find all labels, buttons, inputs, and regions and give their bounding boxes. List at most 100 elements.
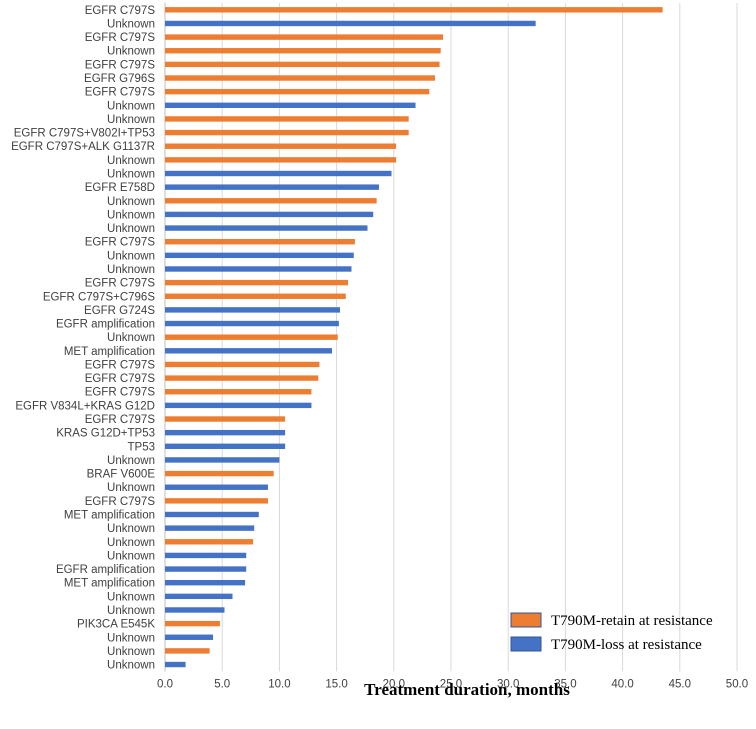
bar-retain [165,293,346,299]
category-label: Unknown [107,100,155,112]
bar-loss [165,20,536,27]
x-tick-label: 15.0 [325,678,347,690]
category-label: EGFR C797S [85,32,156,44]
x-tick-label: 35.0 [554,678,576,690]
bar-retain [165,416,286,422]
legend: T790M-retain at resistance T790M-loss at… [510,612,713,653]
category-label: Unknown [107,196,155,208]
bar-retain [165,129,409,136]
bar-retain [165,75,435,81]
category-label: EGFR C797S+C796S [43,291,156,303]
bar-retain [165,7,663,13]
bar-retain [165,143,397,149]
bar-retain [165,61,440,68]
category-label: EGFR C797S [85,59,156,71]
category-label: EGFR C797S [85,5,156,17]
bar-retain [165,34,443,40]
category-label: Unknown [107,46,155,58]
grid-lines [164,3,738,672]
category-label: MET amplification [64,346,155,358]
category-label: KRAS G12D+TP53 [56,428,155,440]
x-tick-label: 45.0 [669,678,691,690]
category-label: Unknown [107,591,155,603]
bar-loss [165,525,255,531]
bar-loss [165,402,312,409]
bar-loss [165,661,186,668]
bar-retain [165,157,397,163]
category-label: EGFR E758D [85,182,155,194]
bar-retain [165,116,409,122]
bar-retain [165,48,441,54]
category-label: EGFR C797S [85,359,156,371]
bar-loss [165,307,341,313]
category-label: Unknown [107,523,155,535]
category-label: BRAF V600E [87,469,156,481]
legend-label-retain: T790M-retain at resistance [551,613,713,629]
category-label: EGFR C797S+ALK G1137R [11,141,155,153]
category-label: EGFR C797S [85,278,156,290]
x-tick-label: 10.0 [268,678,290,690]
x-tick-label: 30.0 [497,678,519,690]
bar-retain [165,648,210,654]
category-label: EGFR C797S [85,373,156,385]
bar-loss [165,184,379,190]
legend-swatch-retain [510,612,542,628]
bar-loss [165,170,392,177]
bar-retain [165,279,349,286]
category-label: Unknown [107,250,155,262]
category-label: Unknown [107,18,155,30]
bar-loss [165,552,247,559]
category-label: Unknown [107,605,155,617]
x-tick-label: 0.0 [157,678,173,690]
category-label: EGFR amplification [56,319,155,331]
bar-loss [165,566,247,572]
category-label: EGFR C797S [85,496,156,508]
bar-loss [165,429,286,436]
category-label: Unknown [107,632,155,644]
bar-retain [165,375,319,381]
category-label: Unknown [107,223,155,235]
legend-label-loss: T790M-loss at resistance [551,637,702,653]
legend-swatch-loss [510,636,542,652]
x-tick-label: 25.0 [440,678,462,690]
bar-retain [165,498,268,504]
category-label: Unknown [107,264,155,276]
bar-retain [165,620,220,627]
bar-retain [165,88,430,95]
x-tick-label: 50.0 [726,678,748,690]
bar-retain [165,539,254,545]
bar-loss [165,634,214,640]
category-label: Unknown [107,114,155,126]
bar-loss [165,348,333,354]
bar-retain [165,334,338,340]
category-label: EGFR V834L+KRAS G12D [15,400,155,412]
x-tick-labels: 0.0 5.0 10.0 15.0 20.0 25.0 30.0 35.0 40.0 45.0 50… [157,678,748,690]
category-label: Unknown [107,169,155,181]
bar-retain [165,470,274,477]
bar-loss [165,511,259,518]
bar-loss [165,593,233,600]
category-label: EGFR C797S [85,387,156,399]
bars [165,7,663,668]
bar-loss [165,266,352,272]
category-label: EGFR G724S [84,305,155,317]
category-label: Unknown [107,455,155,467]
category-label: EGFR C797S [85,414,156,426]
x-tick-label: 20.0 [383,678,405,690]
bar-retain [165,198,377,204]
bar-loss [165,484,268,490]
category-label: Unknown [107,332,155,344]
bar-loss [165,457,280,463]
category-label: PIK3CA E545K [77,619,155,631]
category-label: EGFR C797S+V802I+TP53 [14,128,155,140]
category-label: Unknown [107,482,155,494]
category-label: TP53 [128,441,156,453]
category-label: Unknown [107,550,155,562]
bar-loss [165,252,354,259]
bar-loss [165,225,368,231]
category-label: Unknown [107,155,155,167]
category-label: Unknown [107,537,155,549]
category-label: Unknown [107,209,155,221]
